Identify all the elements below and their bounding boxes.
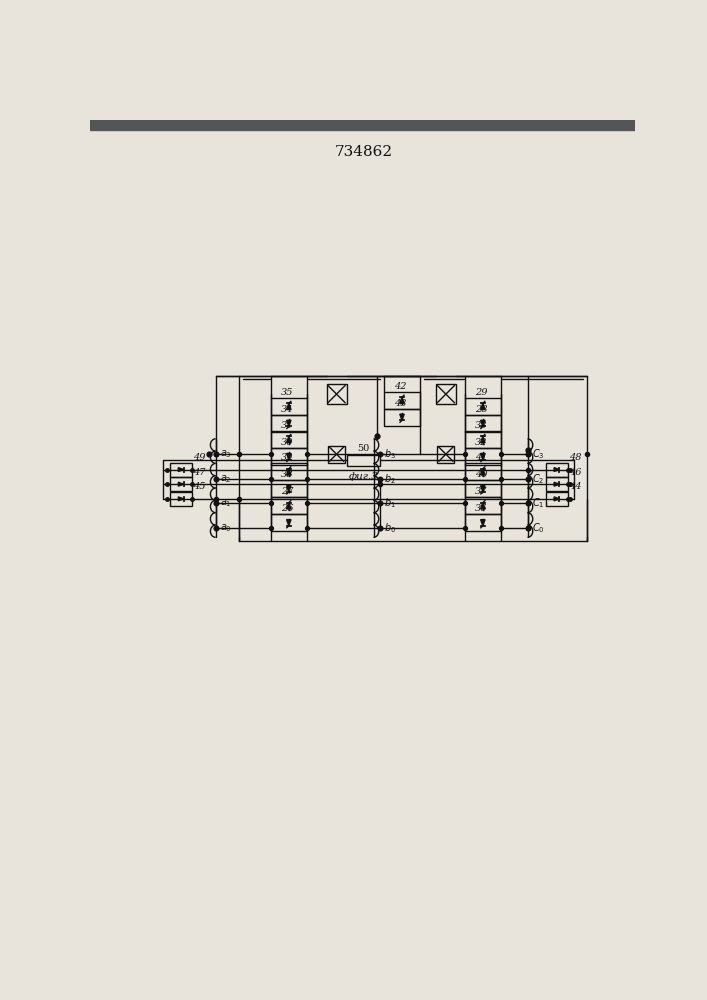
Text: фиг.3: фиг.3	[349, 472, 378, 481]
Text: $b_2$: $b_2$	[385, 472, 396, 486]
Text: 49: 49	[193, 453, 206, 462]
Polygon shape	[286, 469, 291, 475]
Text: 41: 41	[475, 453, 488, 462]
Bar	[546, 492, 568, 506]
Text: 50: 50	[357, 444, 370, 453]
Polygon shape	[481, 503, 485, 509]
Text: $a_1$: $a_1$	[221, 498, 232, 509]
Text: $C_1$: $C_1$	[532, 497, 544, 510]
Polygon shape	[178, 468, 184, 472]
Text: $C_3$: $C_3$	[532, 447, 544, 461]
Polygon shape	[286, 436, 291, 443]
Text: 43: 43	[395, 399, 407, 408]
Text: 29: 29	[475, 388, 488, 397]
Text: $a_2$: $a_2$	[221, 473, 232, 485]
Bar	[271, 415, 307, 432]
Bar	[385, 392, 420, 409]
Polygon shape	[481, 453, 485, 460]
Text: 44: 44	[569, 482, 582, 491]
Text: 39: 39	[281, 453, 293, 462]
Text: 47: 47	[193, 468, 206, 477]
Text: 26: 26	[281, 504, 293, 513]
Polygon shape	[481, 486, 485, 492]
Polygon shape	[554, 482, 559, 486]
Text: 37: 37	[475, 487, 488, 496]
Bar	[347, 455, 380, 466]
Bar	[271, 497, 307, 514]
Bar	[271, 448, 307, 465]
Text: $b_0$: $b_0$	[385, 521, 397, 535]
Text: 734862: 734862	[334, 145, 392, 159]
Polygon shape	[399, 414, 404, 420]
Polygon shape	[286, 486, 291, 492]
Bar	[546, 477, 568, 491]
Text: $a_3$: $a_3$	[221, 448, 232, 460]
Bar	[271, 463, 307, 480]
Bar	[328, 446, 345, 463]
Text: $b_1$: $b_1$	[385, 497, 396, 510]
Polygon shape	[481, 520, 485, 526]
Text: 40: 40	[475, 470, 488, 479]
Text: 28: 28	[475, 405, 488, 414]
Text: 34: 34	[281, 405, 293, 414]
Text: 46: 46	[569, 468, 582, 477]
Bar	[465, 514, 501, 531]
Bar	[170, 477, 192, 491]
Text: $b_3$: $b_3$	[385, 447, 396, 461]
Bar	[90, 120, 635, 130]
Bar	[465, 415, 501, 432]
Bar	[465, 463, 501, 480]
Bar	[271, 514, 307, 531]
Polygon shape	[286, 503, 291, 509]
Text: $C_0$: $C_0$	[532, 521, 545, 535]
Bar	[170, 492, 192, 506]
Polygon shape	[286, 420, 291, 426]
Bar	[436, 384, 456, 404]
Bar	[385, 409, 420, 426]
Bar	[465, 431, 501, 448]
Bar	[271, 480, 307, 497]
Polygon shape	[481, 403, 485, 410]
Text: 35: 35	[281, 388, 293, 397]
Text: $a_0$: $a_0$	[221, 522, 232, 534]
Polygon shape	[286, 453, 291, 460]
Text: 38: 38	[281, 470, 293, 479]
Text: 36: 36	[475, 504, 488, 513]
Bar	[465, 480, 501, 497]
Bar	[546, 463, 568, 477]
Polygon shape	[286, 520, 291, 526]
Polygon shape	[399, 397, 404, 403]
Text: 33: 33	[475, 421, 488, 430]
Polygon shape	[554, 468, 559, 472]
Text: 30: 30	[281, 438, 293, 447]
Polygon shape	[481, 469, 485, 475]
Bar	[271, 398, 307, 415]
Text: 45: 45	[193, 482, 206, 491]
Text: 48: 48	[569, 453, 582, 462]
Bar	[327, 384, 346, 404]
Polygon shape	[554, 497, 559, 501]
Bar	[465, 398, 501, 415]
Polygon shape	[178, 497, 184, 501]
Text: 27: 27	[281, 487, 293, 496]
Text: 31: 31	[281, 421, 293, 430]
Bar	[465, 497, 501, 514]
Bar	[271, 431, 307, 448]
Polygon shape	[286, 403, 291, 410]
Polygon shape	[481, 420, 485, 426]
Text: $C_2$: $C_2$	[532, 472, 544, 486]
Polygon shape	[481, 436, 485, 443]
Bar	[465, 448, 501, 465]
Bar	[438, 446, 455, 463]
Bar	[170, 463, 192, 477]
Text: 32: 32	[475, 438, 488, 447]
Polygon shape	[178, 482, 184, 486]
Text: 42: 42	[395, 382, 407, 391]
